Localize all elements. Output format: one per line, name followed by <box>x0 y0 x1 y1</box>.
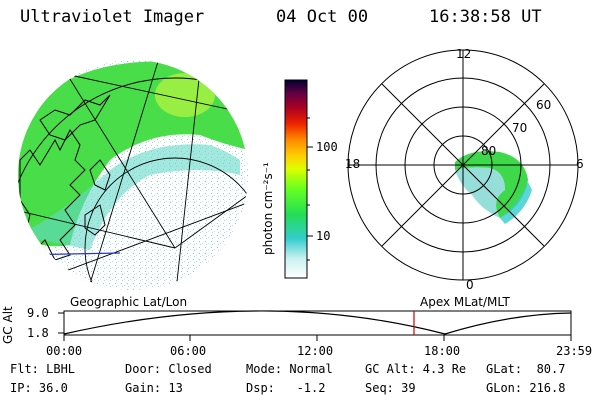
altitude-ylabel: GC Alt <box>1 306 15 344</box>
mlt-label-6: 6 <box>576 157 584 171</box>
altitude-ytick-top: 9.0 <box>27 306 49 320</box>
colorbar-unit-label: photon cm⁻²s⁻¹ <box>261 162 275 255</box>
altitude-plot <box>58 310 572 341</box>
time-label: 16:38:58 UT <box>429 7 542 27</box>
lat-label-80: 80 <box>481 144 497 158</box>
lat-label-70: 70 <box>512 121 528 135</box>
colorbar-tick-100: 100 <box>316 140 338 154</box>
mlt-label-0: 0 <box>466 278 474 292</box>
mlt-label-18: 18 <box>345 157 361 171</box>
info-flt: Flt: LBHL <box>10 362 76 376</box>
lat-label-60: 60 <box>536 98 552 112</box>
info-mode: Mode: Normal <box>246 362 333 376</box>
polar-plot <box>347 49 579 281</box>
info-gain: Gain: 13 <box>125 381 183 395</box>
xtick-1800: 18:00 <box>424 344 461 358</box>
info-glat: GLat: 80.7 <box>486 362 566 376</box>
mlt-label-12: 12 <box>456 47 472 61</box>
geographic-label: Geographic Lat/Lon <box>70 295 188 309</box>
instrument-title: Ultraviolet Imager <box>20 7 205 27</box>
colorbar-tick-10: 10 <box>316 229 331 243</box>
info-seq: Seq: 39 <box>365 381 416 395</box>
info-ip: IP: 36.0 <box>10 381 68 395</box>
colorbar <box>284 79 308 279</box>
info-door: Door: Closed <box>125 362 212 376</box>
apex-label: Apex MLat/MLT <box>420 295 510 309</box>
geographic-image <box>18 60 248 290</box>
xtick-1200: 12:00 <box>297 344 334 358</box>
info-glon: GLon: 216.8 <box>486 381 566 395</box>
xtick-2359: 23:59 <box>556 344 593 358</box>
info-dsp: Dsp: -1.2 <box>246 381 326 395</box>
altitude-ytick-bottom: 1.8 <box>27 326 49 340</box>
altitude-curve <box>63 310 572 335</box>
xtick-0600: 06:00 <box>170 344 207 358</box>
date-label: 04 Oct 00 <box>276 7 369 27</box>
xtick-0000: 00:00 <box>46 344 83 358</box>
info-gc-alt: GC Alt: 4.3 Re <box>365 362 467 376</box>
